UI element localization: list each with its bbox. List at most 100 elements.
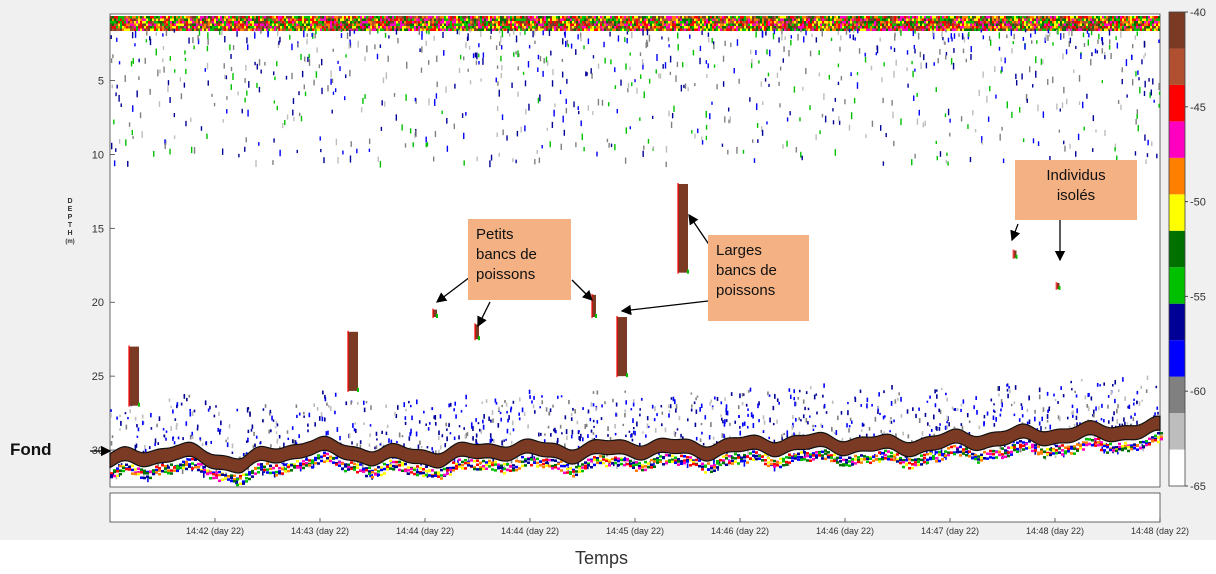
surface-ping [1020, 18, 1022, 21]
noise-ping [695, 436, 698, 441]
plankton-ping [165, 139, 167, 145]
plankton-ping [844, 99, 846, 105]
surface-ping [1002, 23, 1004, 26]
surface-ping [116, 21, 118, 24]
surface-ping [220, 21, 222, 24]
plankton-ping [803, 36, 805, 43]
surface-ping [252, 28, 254, 31]
surface-ping [236, 21, 238, 24]
plankton-ping [809, 105, 811, 111]
surface-ping [388, 18, 390, 21]
surface-ping [404, 28, 406, 31]
plankton-ping [1026, 98, 1028, 103]
surface-ping [824, 18, 826, 21]
surface-ping [342, 23, 344, 26]
surface-ping [320, 28, 322, 31]
noise-ping [939, 409, 942, 414]
plankton-ping [524, 28, 526, 35]
surface-ping [264, 18, 266, 21]
plankton-ping [141, 131, 143, 138]
noise-ping [439, 414, 442, 419]
plankton-ping [932, 32, 935, 40]
surface-ping [1042, 26, 1044, 29]
surface-ping [862, 18, 864, 21]
surface-ping [576, 23, 578, 26]
surface-ping [224, 18, 226, 21]
surface-ping [932, 28, 934, 31]
surface-ping [352, 23, 354, 26]
surface-ping [560, 21, 562, 24]
surface-ping [278, 18, 280, 21]
plankton-ping [224, 74, 226, 80]
plankton-ping [1114, 147, 1116, 152]
noise-ping [1155, 385, 1158, 389]
surface-ping [784, 23, 786, 26]
surface-ping [232, 18, 234, 21]
surface-ping [968, 21, 970, 24]
surface-ping [118, 26, 120, 29]
surface-ping [908, 28, 910, 31]
noise-ping [993, 403, 995, 406]
surface-ping [798, 21, 800, 24]
noise-ping [217, 427, 220, 432]
surface-ping [964, 26, 966, 29]
plankton-ping [1136, 31, 1138, 36]
surface-ping [586, 18, 588, 21]
surface-ping [260, 23, 262, 26]
plankton-ping [761, 129, 764, 136]
noise-ping [590, 429, 593, 433]
surface-ping [568, 26, 570, 29]
surface-ping [694, 23, 696, 26]
plankton-ping [321, 87, 323, 95]
surface-ping [158, 18, 160, 21]
plankton-ping [932, 29, 934, 37]
plankton-ping [914, 48, 916, 54]
surface-ping [214, 28, 216, 31]
surface-ping [330, 21, 332, 24]
surface-ping [610, 26, 612, 29]
surface-ping [1138, 23, 1140, 26]
plankton-ping [332, 48, 334, 52]
surface-ping [718, 23, 720, 26]
surface-ping [1082, 16, 1084, 19]
plankton-ping [193, 147, 196, 154]
surface-ping [988, 23, 990, 26]
plankton-ping [1117, 100, 1120, 104]
plankton-ping [253, 29, 256, 33]
plankton-ping [232, 73, 234, 80]
surface-ping [394, 23, 396, 26]
surface-ping [614, 26, 616, 29]
surface-ping [1014, 23, 1016, 26]
surface-ping [610, 23, 612, 26]
surface-ping [610, 21, 612, 24]
surface-ping [212, 16, 214, 19]
surface-ping [840, 28, 842, 31]
surface-ping [1144, 21, 1146, 24]
surface-ping [902, 16, 904, 19]
noise-ping [490, 419, 492, 423]
surface-ping [772, 28, 774, 31]
noise-ping [823, 403, 826, 409]
plankton-ping [1149, 92, 1151, 98]
surface-ping [646, 16, 648, 19]
surface-ping [504, 18, 506, 21]
surface-ping [430, 21, 432, 24]
surface-ping [450, 28, 452, 31]
surface-ping [414, 23, 416, 26]
surface-ping [1052, 16, 1054, 19]
noise-ping [511, 420, 514, 426]
surface-ping [448, 18, 450, 21]
noise-ping [787, 463, 790, 467]
plankton-ping [597, 63, 600, 69]
plankton-ping [246, 37, 248, 44]
noise-ping [218, 429, 221, 435]
surface-ping [230, 21, 232, 24]
surface-ping [230, 26, 232, 29]
plankton-ping [480, 78, 482, 82]
surface-ping [800, 16, 802, 19]
noise-ping [695, 397, 697, 401]
surface-ping [228, 26, 230, 29]
noise-ping [658, 451, 660, 456]
surface-ping [200, 16, 202, 19]
surface-ping [384, 21, 386, 24]
